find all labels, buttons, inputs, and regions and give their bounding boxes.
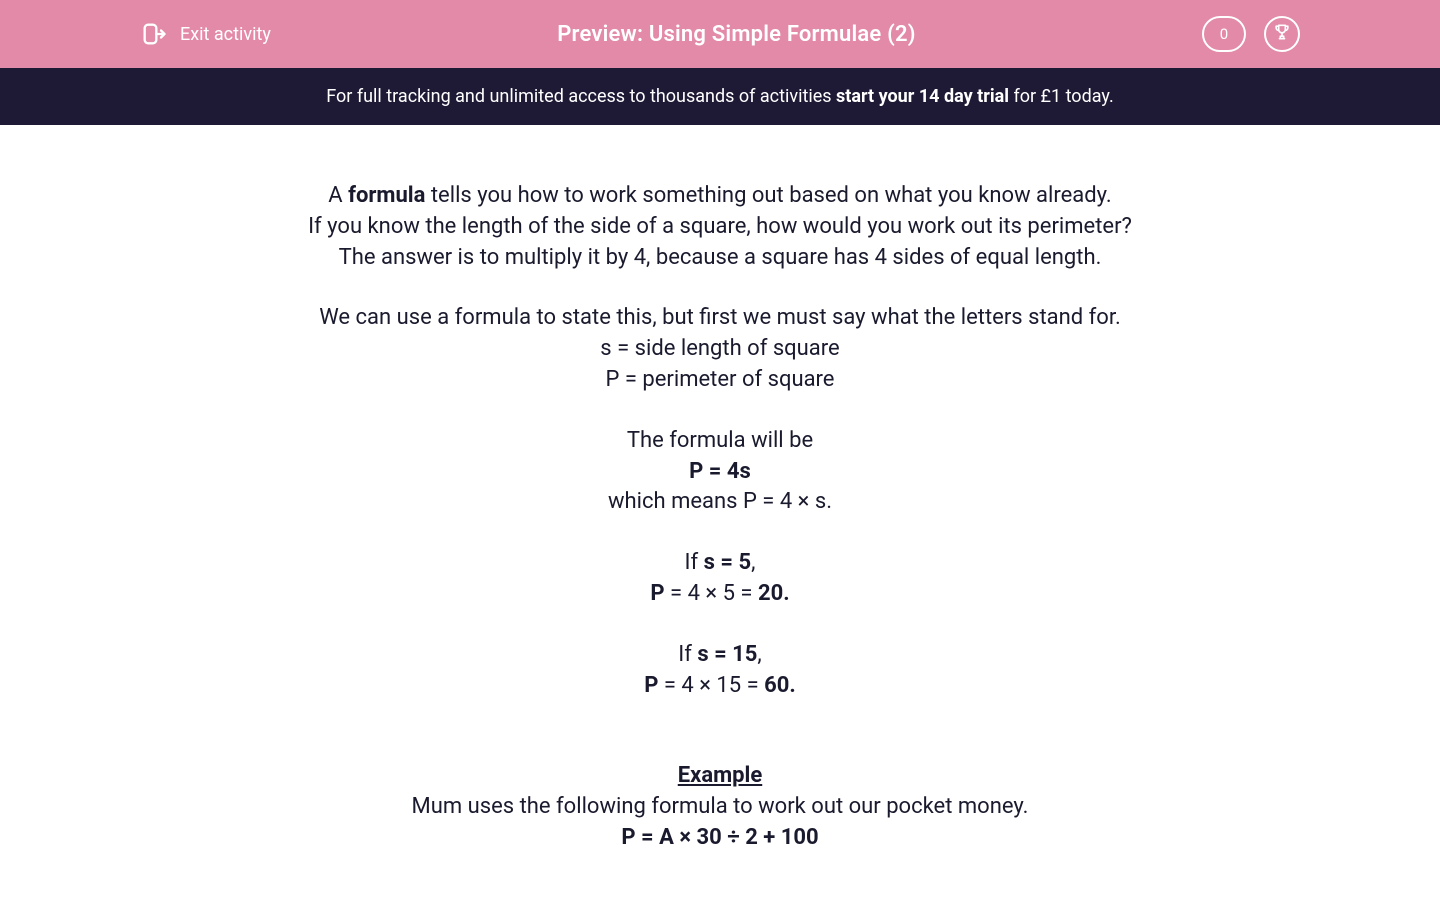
header-right-group: 0 — [1202, 16, 1300, 52]
ex2-p2: 60. — [764, 673, 796, 698]
square-block: If you know the length of the side of a … — [40, 212, 1400, 274]
ex2-result: P = 4 × 15 = 60. — [40, 671, 1400, 702]
banner-suffix: for £1 today. — [1009, 86, 1114, 107]
ex1-mid: = 4 × 5 = — [665, 581, 758, 606]
example-heading: Example — [40, 761, 1400, 792]
ex1-if-post: , — [751, 550, 755, 575]
def-p: P = perimeter of square — [40, 365, 1400, 396]
exit-activity-button[interactable]: Exit activity — [140, 20, 271, 48]
banner-prefix: For full tracking and unlimited access t… — [326, 86, 836, 107]
square-answer: The answer is to multiply it by 4, becau… — [40, 243, 1400, 274]
ex2-mid: = 4 × 15 = — [658, 673, 764, 698]
ex2-p1: P — [644, 673, 658, 698]
intro-post: tells you how to work something out base… — [425, 183, 1111, 208]
ex1-p1: P — [650, 581, 664, 606]
ex1-if-bold: s = 5 — [704, 550, 751, 575]
trophy-icon — [1272, 22, 1292, 46]
def-s: s = side length of square — [40, 334, 1400, 365]
header-bar: Exit activity Preview: Using Simple Form… — [0, 0, 1440, 68]
ex1-p2: 20. — [758, 581, 790, 606]
intro-line: A formula tells you how to work somethin… — [40, 181, 1400, 212]
ex2-if-pre: If — [678, 642, 697, 667]
intro-pre: A — [328, 183, 348, 208]
ex2-if-bold: s = 15 — [697, 642, 757, 667]
definitions-block: We can use a formula to state this, but … — [40, 303, 1400, 395]
example-formula: P = A × 30 ÷ 2 + 100 — [40, 823, 1400, 854]
intro-bold: formula — [348, 183, 425, 208]
ex1-if: If s = 5, — [40, 548, 1400, 579]
exit-icon — [140, 20, 168, 48]
ex2-if-post: , — [757, 642, 761, 667]
score-pill[interactable]: 0 — [1202, 16, 1246, 52]
ex2-if: If s = 15, — [40, 640, 1400, 671]
ex1-result: P = 4 × 5 = 20. — [40, 579, 1400, 610]
formula-intro: The formula will be — [40, 426, 1400, 457]
lesson-content: A formula tells you how to work somethin… — [0, 125, 1440, 854]
letters-intro: We can use a formula to state this, but … — [40, 303, 1400, 334]
formula: P = 4s — [40, 457, 1400, 488]
example-section: Example Mum uses the following formula t… — [40, 761, 1400, 853]
exit-label: Exit activity — [180, 24, 271, 45]
example-line: Mum uses the following formula to work o… — [40, 792, 1400, 823]
square-question: If you know the length of the side of a … — [40, 212, 1400, 243]
trial-banner[interactable]: For full tracking and unlimited access t… — [0, 68, 1440, 125]
formula-block: The formula will be P = 4s which means P… — [40, 426, 1400, 518]
page-title: Preview: Using Simple Formulae (2) — [557, 22, 915, 47]
trophy-button[interactable] — [1264, 16, 1300, 52]
example2-block: If s = 15, P = 4 × 15 = 60. — [40, 640, 1400, 702]
example1-block: If s = 5, P = 4 × 5 = 20. — [40, 548, 1400, 610]
formula-meaning: which means P = 4 × s. — [40, 487, 1400, 518]
ex1-if-pre: If — [685, 550, 704, 575]
banner-bold: start your 14 day trial — [836, 86, 1009, 107]
